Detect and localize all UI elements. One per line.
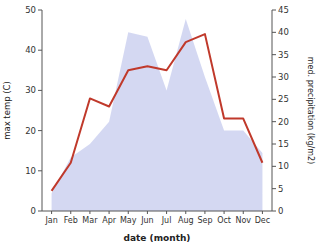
x-axis-line <box>42 211 272 212</box>
y-tick-label: 50 <box>25 5 36 15</box>
y2-tick-label: 20 <box>278 117 289 127</box>
y2-tick <box>272 54 276 55</box>
y2-tick <box>272 166 276 167</box>
y2-axis-line <box>272 10 273 211</box>
y2-tick <box>272 10 276 11</box>
y2-tick-label: 40 <box>278 27 289 37</box>
x-tick-label: Nov <box>235 216 251 225</box>
y-tick <box>38 170 42 171</box>
x-tick-label: Jul <box>161 216 172 225</box>
y-tick <box>38 211 42 212</box>
y-tick <box>38 130 42 131</box>
x-tick-label: Oct <box>217 216 231 225</box>
y2-tick <box>272 188 276 189</box>
y2-tick-label: 15 <box>278 139 289 149</box>
y2-tick <box>272 32 276 33</box>
y-tick-label: 10 <box>25 166 36 176</box>
x-tick-label: Sep <box>197 216 212 225</box>
y2-axis-label: med. precipitation (kg/m2) <box>306 57 315 164</box>
y2-tick <box>272 77 276 78</box>
temperature-line <box>52 34 263 191</box>
y2-tick <box>272 99 276 100</box>
y2-tick-label: 35 <box>278 50 289 60</box>
y-axis-label: max temp (C) <box>2 81 12 140</box>
y2-tick-label: 30 <box>278 72 289 82</box>
y-tick-label: 0 <box>31 206 36 216</box>
y2-tick <box>272 211 276 212</box>
x-tick-label: Jan <box>44 216 57 225</box>
y2-tick-label: 25 <box>278 94 289 104</box>
y-axis-line <box>42 10 43 211</box>
y-tick <box>38 90 42 91</box>
x-tick-label: Apr <box>102 216 117 225</box>
plot-area <box>52 19 263 211</box>
x-axis-label: date (month) <box>124 233 191 243</box>
y2-tick <box>272 121 276 122</box>
x-tick-label: Aug <box>178 216 194 225</box>
x-tick-label: May <box>120 216 137 225</box>
x-tick-label: Feb <box>64 216 78 225</box>
y-tick-label: 30 <box>25 85 36 95</box>
y-tick <box>38 10 42 11</box>
y-tick-label: 20 <box>25 126 36 136</box>
x-tick-label: Dec <box>255 216 270 225</box>
y2-tick-label: 5 <box>278 184 283 194</box>
y2-tick-label: 10 <box>278 161 289 171</box>
x-tick-label: Mar <box>82 216 98 225</box>
y-tick <box>38 50 42 51</box>
x-tick-label: Jun <box>140 216 154 225</box>
y2-tick <box>272 144 276 145</box>
y2-tick-label: 0 <box>278 206 283 216</box>
chart: 0 10 20 30 40 50 0 5 10 15 20 25 30 35 40 45 Jan Feb Mar Ap… <box>0 0 318 247</box>
y-tick-label: 40 <box>25 45 36 55</box>
precipitation-area <box>52 19 263 211</box>
y2-tick-label: 45 <box>278 5 289 15</box>
